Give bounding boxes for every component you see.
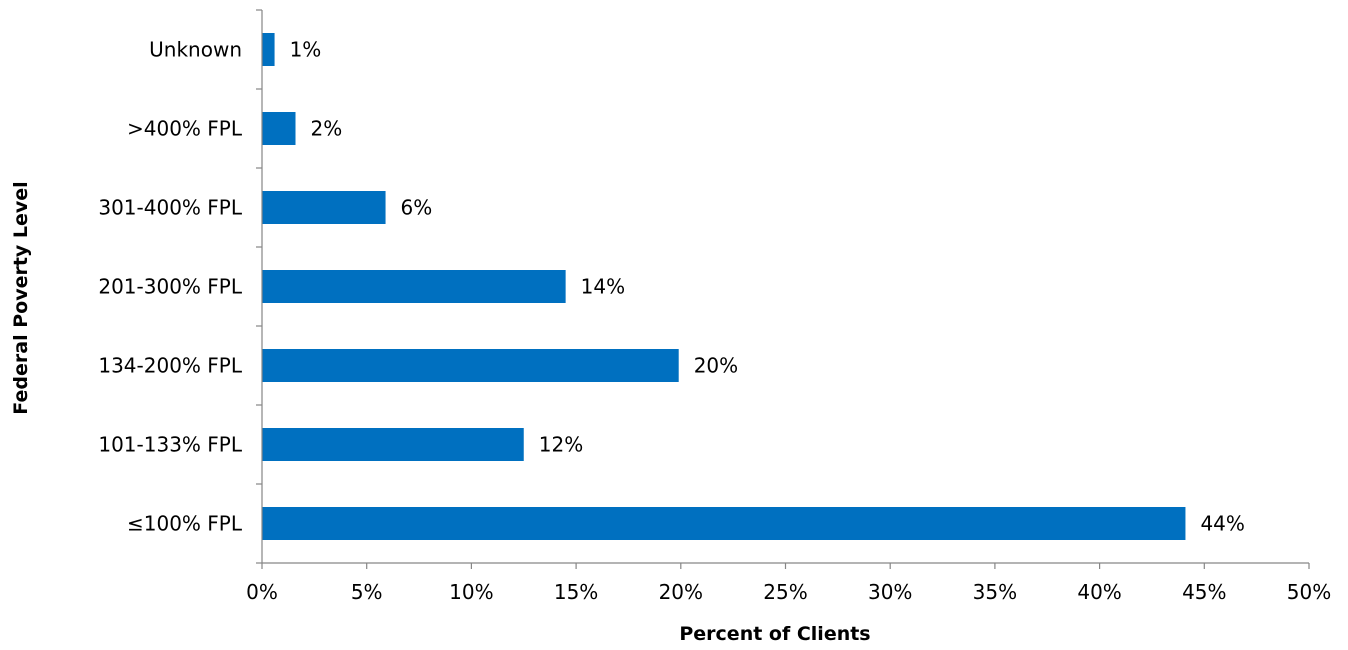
data-label: 2% xyxy=(311,117,343,141)
bar xyxy=(262,349,679,382)
x-tick-label: 35% xyxy=(973,580,1017,604)
x-tick-label: 50% xyxy=(1287,580,1331,604)
x-tick-label: 20% xyxy=(659,580,703,604)
bar xyxy=(262,507,1186,540)
category-label: ≤100% FPL xyxy=(127,512,243,536)
bar xyxy=(262,270,566,303)
data-label: 14% xyxy=(581,275,625,299)
x-tick-label: 0% xyxy=(246,580,278,604)
x-tick-label: 45% xyxy=(1182,580,1226,604)
bar xyxy=(262,112,296,145)
x-tick-label: 10% xyxy=(449,580,493,604)
category-label: Unknown xyxy=(149,38,242,62)
x-tick-label: 25% xyxy=(763,580,807,604)
data-label: 6% xyxy=(401,196,433,220)
data-label: 12% xyxy=(539,433,583,457)
category-label: 301-400% FPL xyxy=(98,196,242,220)
category-label: 134-200% FPL xyxy=(98,354,242,378)
bar xyxy=(262,191,386,224)
x-tick-label: 15% xyxy=(554,580,598,604)
category-label: 201-300% FPL xyxy=(98,275,242,299)
category-label: >400% FPL xyxy=(127,117,243,141)
x-tick-label: 5% xyxy=(351,580,383,604)
category-label: 101-133% FPL xyxy=(98,433,242,457)
y-axis-title: Federal Poverty Level xyxy=(10,181,32,414)
data-label: 1% xyxy=(290,38,322,62)
data-label: 20% xyxy=(694,354,738,378)
bar xyxy=(262,428,524,461)
x-tick-label: 30% xyxy=(868,580,912,604)
x-axis-title: Percent of Clients xyxy=(679,623,870,645)
labels-group: Unknown 1% >400% FPL 2% 301-400% FPL 6% 201-30… xyxy=(98,38,1331,605)
data-label: 44% xyxy=(1200,512,1244,536)
axes-group xyxy=(256,9,1310,569)
x-tick-label: 40% xyxy=(1077,580,1121,604)
bars-group xyxy=(262,33,1186,540)
bar xyxy=(262,33,275,66)
